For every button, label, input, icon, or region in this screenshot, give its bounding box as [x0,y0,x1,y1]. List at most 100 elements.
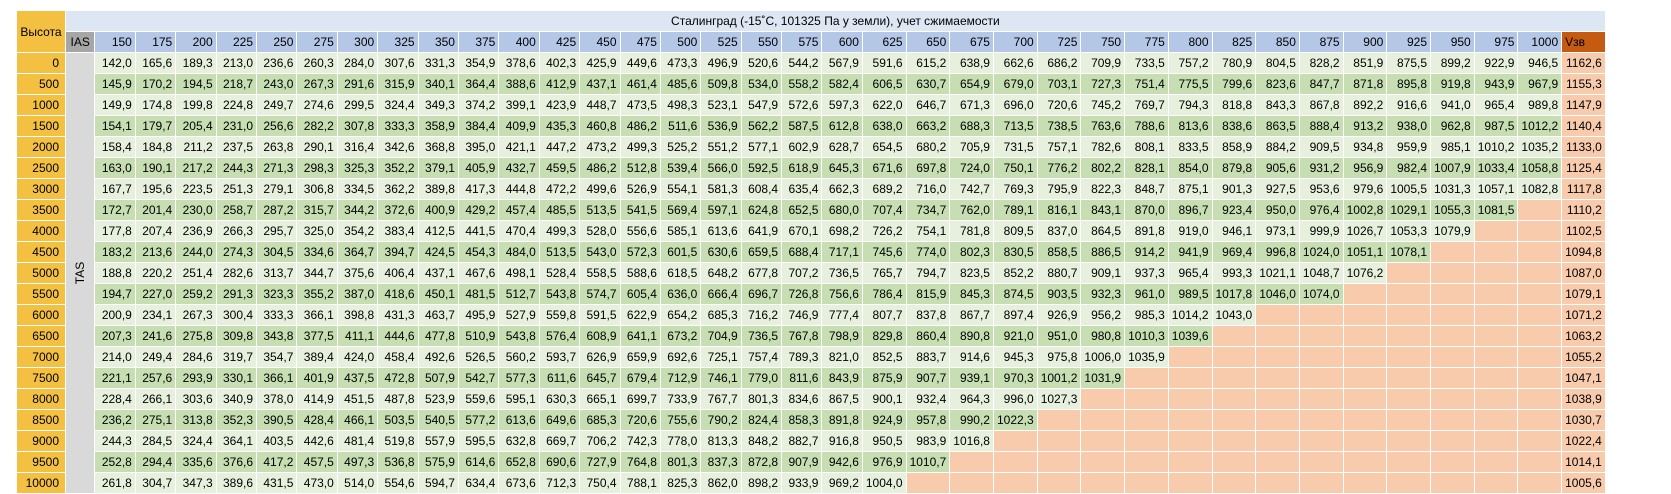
empty-cell[interactable] [1474,430,1518,452]
speed-header-cell[interactable]: 875 [1299,31,1344,53]
value-cell[interactable]: 1035,9 [1124,346,1169,368]
value-cell[interactable]: 635,4 [781,178,822,200]
vzv-cell[interactable]: 1055,2 [1561,346,1606,368]
value-cell[interactable]: 481,5 [458,283,499,305]
value-cell[interactable]: 638,0 [862,115,907,137]
empty-cell[interactable] [1124,472,1169,494]
value-cell[interactable]: 394,7 [377,241,419,263]
value-cell[interactable]: 688,3 [949,115,994,137]
value-cell[interactable]: 778,0 [659,430,701,452]
value-cell[interactable]: 943,9 [1474,73,1518,95]
value-cell[interactable]: 808,1 [1124,136,1169,158]
empty-cell[interactable] [1255,472,1300,494]
value-cell[interactable]: 745,2 [1080,94,1125,116]
value-cell[interactable]: 750,1 [992,157,1038,179]
altitude-cell[interactable]: 500 [16,73,66,95]
value-cell[interactable]: 1055,3 [1430,199,1475,221]
empty-cell[interactable] [1430,409,1475,431]
value-cell[interactable]: 880,7 [1037,262,1081,284]
value-cell[interactable]: 679,0 [992,73,1038,95]
value-cell[interactable]: 496,9 [700,52,742,74]
value-cell[interactable]: 362,2 [377,178,419,200]
value-cell[interactable]: 188,8 [94,262,136,284]
value-cell[interactable]: 779,0 [740,367,782,389]
value-cell[interactable]: 448,7 [579,94,621,116]
value-cell[interactable]: 520,6 [740,52,782,74]
value-cell[interactable]: 174,8 [135,94,176,116]
empty-cell[interactable] [1517,220,1562,242]
value-cell[interactable]: 801,3 [740,388,782,410]
value-cell[interactable]: 432,7 [498,157,540,179]
speed-header-cell[interactable]: 750 [1080,31,1125,53]
value-cell[interactable]: 794,7 [905,262,950,284]
empty-cell[interactable] [1474,346,1518,368]
empty-cell[interactable] [1212,367,1256,389]
value-cell[interactable]: 316,4 [336,136,378,158]
value-cell[interactable]: 591,5 [579,304,621,326]
empty-cell[interactable] [1474,241,1518,263]
empty-cell[interactable] [1474,367,1518,389]
value-cell[interactable]: 325,3 [336,157,378,179]
value-cell[interactable]: 236,2 [94,409,136,431]
value-cell[interactable]: 355,2 [296,283,338,305]
value-cell[interactable]: 417,2 [256,451,297,473]
value-cell[interactable]: 613,6 [700,220,742,242]
value-cell[interactable]: 340,1 [417,73,459,95]
value-cell[interactable]: 891,8 [1124,220,1169,242]
value-cell[interactable]: 572,3 [620,241,661,263]
value-cell[interactable]: 913,2 [1342,115,1387,137]
value-cell[interactable]: 374,2 [458,94,499,116]
empty-cell[interactable] [1474,283,1518,305]
value-cell[interactable]: 697,8 [905,157,950,179]
value-cell[interactable]: 802,2 [1080,157,1125,179]
value-cell[interactable]: 788,1 [620,472,661,494]
value-cell[interactable]: 754,1 [905,220,950,242]
value-cell[interactable]: 750,4 [579,472,621,494]
value-cell[interactable]: 544,2 [781,52,822,74]
value-cell[interactable]: 559,8 [539,304,580,326]
empty-cell[interactable] [1255,388,1300,410]
value-cell[interactable]: 441,5 [458,220,499,242]
value-cell[interactable]: 957,8 [905,409,950,431]
value-cell[interactable]: 824,4 [740,409,782,431]
speed-header-cell[interactable]: 800 [1167,31,1212,53]
value-cell[interactable]: 734,7 [905,199,950,221]
value-cell[interactable]: 756,6 [821,283,863,305]
value-cell[interactable]: 727,9 [579,451,621,473]
empty-cell[interactable] [1037,409,1081,431]
value-cell[interactable]: 428,4 [296,409,338,431]
value-cell[interactable]: 251,3 [216,178,257,200]
value-cell[interactable]: 941,9 [1167,241,1212,263]
speed-header-cell[interactable]: 500 [659,31,701,53]
value-cell[interactable]: 888,4 [1299,115,1344,137]
value-cell[interactable]: 1029,1 [1386,199,1431,221]
value-cell[interactable]: 343,8 [256,325,297,347]
value-cell[interactable]: 377,5 [296,325,338,347]
value-cell[interactable]: 863,5 [1255,115,1300,137]
value-cell[interactable]: 733,5 [1124,52,1169,74]
value-cell[interactable]: 514,0 [336,472,378,494]
value-cell[interactable]: 1058,8 [1517,157,1562,179]
value-cell[interactable]: 961,0 [1124,283,1169,305]
value-cell[interactable]: 801,3 [659,451,701,473]
value-cell[interactable]: 670,1 [781,220,822,242]
empty-cell[interactable] [1386,367,1431,389]
value-cell[interactable]: 630,3 [539,388,580,410]
value-cell[interactable]: 1031,9 [1080,367,1125,389]
value-cell[interactable]: 932,4 [905,388,950,410]
value-cell[interactable]: 612,8 [821,115,863,137]
empty-cell[interactable] [1124,367,1169,389]
value-cell[interactable]: 884,2 [1255,136,1300,158]
value-cell[interactable]: 837,0 [1037,220,1081,242]
value-cell[interactable]: 782,6 [1080,136,1125,158]
value-cell[interactable]: 864,5 [1080,220,1125,242]
value-cell[interactable]: 871,8 [1342,73,1387,95]
value-cell[interactable]: 442,6 [296,430,338,452]
value-cell[interactable]: 712,3 [539,472,580,494]
altitude-cell[interactable]: 3500 [16,199,66,221]
value-cell[interactable]: 686,2 [1037,52,1081,74]
value-cell[interactable]: 767,8 [781,325,822,347]
value-cell[interactable]: 457,5 [296,451,338,473]
vzv-cell[interactable]: 1094,8 [1561,241,1606,263]
empty-cell[interactable] [1343,325,1387,347]
